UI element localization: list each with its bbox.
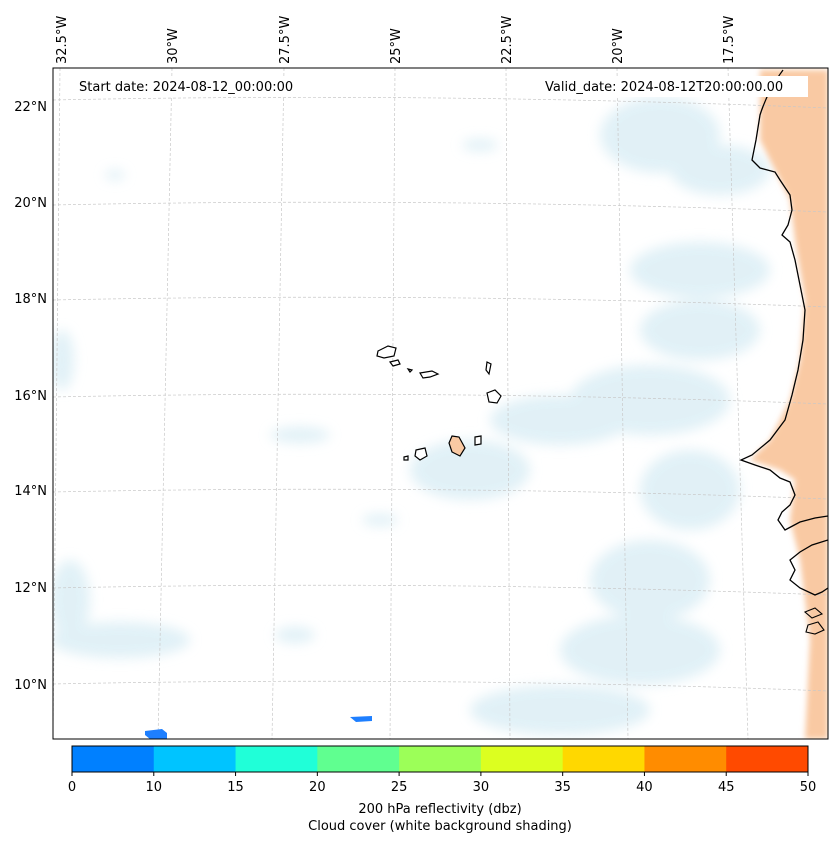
lon-label-17-5w: 17.5°W	[722, 16, 737, 64]
colorbar: 0 10 15 20 25 30 35 40 45 50	[68, 745, 817, 795]
map-frame	[52, 67, 829, 740]
colorbar-tick-label: 15	[227, 780, 244, 795]
colorbar-segment	[317, 746, 400, 772]
colorbar-tick-label: 40	[636, 780, 653, 795]
lat-label-16n: 16°N	[14, 389, 47, 404]
graticule	[53, 68, 828, 739]
coast-guinea	[789, 539, 828, 596]
coast-islands-south	[803, 607, 825, 635]
lon-label-32-5w: 32.5°W	[55, 16, 70, 64]
colorbar-segment	[399, 746, 482, 772]
lon-label-22-5w: 22.5°W	[500, 16, 515, 64]
start-date-box	[71, 76, 313, 97]
lat-label-12n: 12°N	[14, 581, 47, 596]
cloud-cover-shading	[53, 97, 770, 735]
valid-date-box	[538, 76, 808, 97]
colorbar-segment	[644, 746, 727, 772]
lat-label-20n: 20°N	[14, 196, 47, 211]
colorbar-border	[71, 745, 809, 773]
africa-coastline	[739, 69, 828, 531]
colorbar-tick-label: 0	[68, 780, 76, 795]
colorbar-tick-label: 35	[554, 780, 571, 795]
colorbar-segment	[72, 746, 155, 772]
colorbar-segment	[726, 746, 809, 772]
lon-label-27-5w: 27.5°W	[278, 16, 293, 64]
colorbar-segment	[562, 746, 645, 772]
latitude-labels: 22°N 20°N 18°N 16°N 14°N 12°N 10°N	[14, 100, 47, 693]
colorbar-segment	[153, 746, 237, 772]
start-date-label: Start date: 2024-08-12_00:00:00	[79, 80, 293, 95]
colorbar-segment	[235, 746, 318, 772]
reflectivity-patches	[145, 716, 372, 739]
lat-label-10n: 10°N	[14, 678, 47, 693]
colorbar-tick-label: 50	[800, 780, 817, 795]
lon-label-30w: 30°W	[166, 28, 181, 64]
colorbar-tick-label: 20	[309, 780, 326, 795]
colorbar-label-line2: Cloud cover (white background shading)	[308, 819, 572, 834]
longitude-labels: 32.5°W 30°W 27.5°W 25°W 22.5°W 20°W 17.5…	[55, 16, 737, 64]
colorbar-tick-label: 10	[146, 780, 163, 795]
lon-label-25w: 25°W	[389, 28, 404, 64]
colorbar-label-line1: 200 hPa reflectivity (dbz)	[358, 802, 521, 817]
lon-label-20w: 20°W	[611, 28, 626, 64]
lat-label-22n: 22°N	[14, 100, 47, 115]
colorbar-tick-label: 25	[391, 780, 408, 795]
cape-verde-islands	[376, 345, 502, 461]
colorbar-tick-label: 30	[473, 780, 490, 795]
lat-label-14n: 14°N	[14, 484, 47, 499]
colorbar-tick-label: 45	[718, 780, 735, 795]
valid-date-label: Valid_date: 2024-08-12T20:00:00.00	[545, 80, 783, 95]
lat-label-18n: 18°N	[14, 292, 47, 307]
colorbar-segment	[480, 746, 564, 772]
